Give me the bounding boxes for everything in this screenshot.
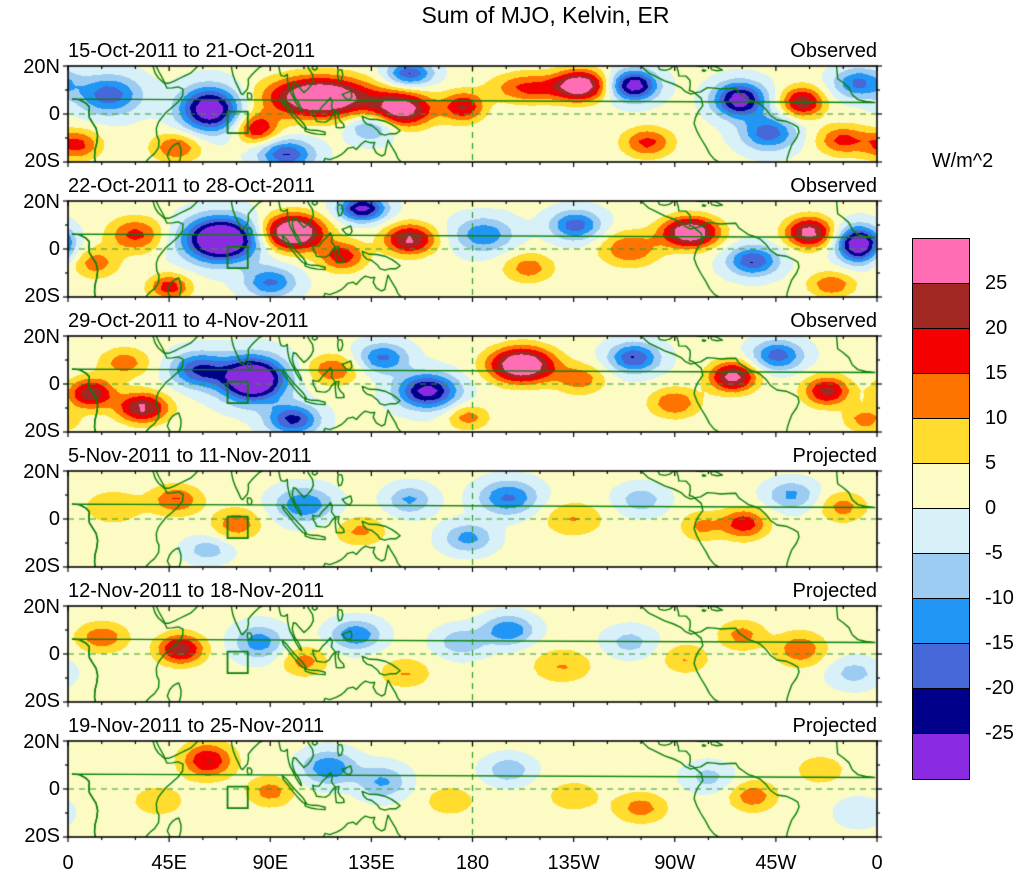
y-tick-label-20s: 20S (24, 555, 60, 577)
x-tick-label: 90W (654, 852, 696, 874)
x-axis-tick-labels: 0 45E 90E 135E 180 135W 90W 45W 0 (62, 852, 882, 880)
colorbar-swatch (913, 599, 969, 644)
map-canvas (60, 58, 885, 170)
x-tick-label: 135E (348, 852, 395, 874)
colorbar (912, 238, 970, 780)
y-tick-label-20s: 20S (24, 420, 60, 442)
colorbar-swatch (913, 689, 969, 734)
y-tick-label-20n: 20N (23, 731, 60, 753)
y-tick-label-20s: 20S (24, 690, 60, 712)
panel-date-range: 12-Nov-2011 to 18-Nov-2011 (68, 580, 325, 602)
colorbar-tick-labels: 25 20 15 10 5 0 -5 -10 -15 -20 -25 (985, 238, 1021, 778)
y-tick-label-20n: 20N (23, 461, 60, 483)
map-panel-6: 19-Nov-2011 to 25-Nov-2011 Projected 20N… (23, 715, 885, 846)
map-canvas (60, 463, 885, 575)
y-tick-label-0: 0 (48, 643, 60, 665)
map-panel-2: 22-Oct-2011 to 28-Oct-2011 Observed 20N … (23, 175, 885, 306)
y-tick-label-20s: 20S (24, 825, 60, 847)
panel-date-range: 22-Oct-2011 to 28-Oct-2011 (68, 175, 316, 197)
colorbar-tick-label: 0 (985, 497, 997, 519)
colorbar-swatch (913, 464, 969, 509)
map-panel-3: 29-Oct-2011 to 4-Nov-2011 Observed 20N 0… (23, 310, 885, 441)
colorbar-swatch (913, 734, 969, 779)
y-tick-label-20n: 20N (23, 596, 60, 618)
y-tick-label-20s: 20S (24, 150, 60, 172)
colorbar-tick-label: 20 (985, 317, 1008, 339)
panel-date-range: 5-Nov-2011 to 11-Nov-2011 (68, 445, 312, 467)
y-tick-label-0: 0 (48, 508, 60, 530)
panel-date-range: 19-Nov-2011 to 25-Nov-2011 (68, 715, 325, 737)
colorbar-tick-label: -5 (985, 542, 1003, 564)
x-tick-label: 90E (252, 852, 289, 874)
panel-status: Observed (790, 175, 877, 197)
colorbar-tick-label: 25 (985, 272, 1008, 294)
colorbar-swatch (913, 554, 969, 599)
colorbar-swatch (913, 329, 969, 374)
map-canvas (60, 598, 885, 710)
colorbar-tick-label: -15 (985, 632, 1014, 654)
panel-status: Projected (792, 445, 878, 467)
panel-status: Projected (792, 580, 878, 602)
y-tick-label-0: 0 (48, 373, 60, 395)
map-panel-1: 15-Oct-2011 to 21-Oct-2011 Observed 20N … (23, 40, 885, 171)
y-tick-label-20n: 20N (23, 191, 60, 213)
x-tick-label: 180 (455, 852, 490, 874)
y-tick-label-20n: 20N (23, 56, 60, 78)
panel-status: Observed (790, 310, 877, 332)
colorbar-tick-label: 10 (985, 407, 1008, 429)
panel-date-range: 29-Oct-2011 to 4-Nov-2011 (68, 310, 309, 332)
x-tick-label: 0 (871, 852, 883, 874)
map-canvas (60, 328, 885, 440)
map-panel-4: 5-Nov-2011 to 11-Nov-2011 Projected 20N … (23, 445, 885, 576)
colorbar-tick-label: 15 (985, 362, 1008, 384)
colorbar-swatch (913, 374, 969, 419)
x-tick-label: 0 (62, 852, 74, 874)
colorbar-tick-label: 5 (985, 452, 997, 474)
map-panel-5: 12-Nov-2011 to 18-Nov-2011 Projected 20N… (23, 580, 885, 711)
y-tick-label-0: 0 (48, 778, 60, 800)
colorbar-tick-label: -25 (985, 722, 1014, 744)
x-tick-label: 45W (755, 852, 797, 874)
colorbar-tick-label: -10 (985, 587, 1014, 609)
x-tick-label: 45E (151, 852, 187, 874)
y-tick-label-0: 0 (48, 238, 60, 260)
colorbar-swatch (913, 284, 969, 329)
panel-date-range: 15-Oct-2011 to 21-Oct-2011 (68, 40, 316, 62)
colorbar-swatch (913, 509, 969, 554)
x-tick-label: 135W (547, 852, 600, 874)
y-tick-label-20n: 20N (23, 326, 60, 348)
colorbar-tick-label: -20 (985, 677, 1014, 699)
colorbar-swatch (913, 644, 969, 689)
figure-title: Sum of MJO, Kelvin, ER (421, 2, 670, 28)
map-canvas (60, 733, 885, 845)
panel-status: Projected (792, 715, 878, 737)
colorbar-swatch (913, 419, 969, 464)
colorbar-units-label: W/m^2 (931, 150, 994, 172)
y-tick-label-20s: 20S (24, 285, 60, 307)
colorbar-swatch (913, 239, 969, 284)
map-canvas (60, 193, 885, 305)
y-tick-label-0: 0 (48, 103, 60, 125)
panel-status: Observed (790, 40, 877, 62)
